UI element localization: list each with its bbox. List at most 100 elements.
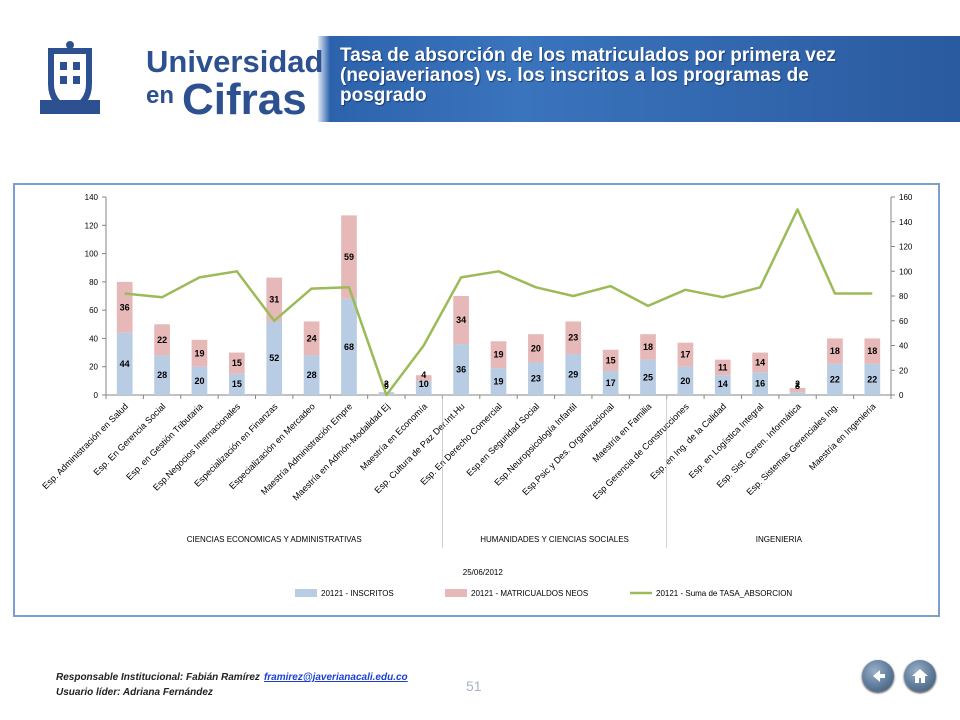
data-label-matriculados: 11	[718, 362, 728, 372]
category-label: Esp. en Logística Integral	[687, 401, 766, 480]
bar-matriculados	[453, 296, 469, 345]
responsible-label: Responsable Institucional: Fabián Ramíre…	[56, 672, 260, 683]
right-tick-label: 120	[899, 243, 913, 252]
date-label: 25/06/2012	[463, 568, 504, 577]
bar-matriculados	[752, 352, 769, 373]
data-label-matriculados: 19	[194, 348, 204, 358]
bar-matriculados	[341, 215, 357, 299]
bar-matriculados	[864, 338, 881, 364]
data-label-matriculados: 19	[493, 350, 503, 360]
data-label-inscritos: 23	[531, 374, 541, 384]
data-label-inscritos: 2	[795, 379, 800, 389]
data-label-inscritos: 25	[643, 372, 653, 382]
bar-inscritos	[228, 373, 245, 395]
left-tick-label: 120	[85, 221, 99, 230]
footer-credits: Responsable Institucional: Fabián Ramíre…	[56, 670, 408, 700]
bar-inscritos	[341, 298, 357, 395]
data-label-inscritos: 29	[568, 369, 578, 379]
data-label-matriculados: 17	[680, 350, 690, 360]
right-tick-label: 20	[899, 366, 908, 375]
right-tick-label: 60	[899, 317, 908, 326]
bar-matriculados	[565, 321, 582, 354]
left-tick-label: 140	[85, 193, 99, 202]
data-label-matriculados: 15	[232, 358, 242, 368]
home-button[interactable]	[904, 660, 936, 692]
bar-matriculados	[640, 334, 656, 360]
category-label: Esp. en Ing. de la Calidad	[648, 401, 728, 481]
bar-matriculados	[677, 342, 694, 367]
page-title: Tasa de absorción de los matriculados po…	[340, 45, 836, 106]
email-link[interactable]: framirez@javerianacali.edu.co	[263, 672, 408, 683]
data-label-inscritos: 20	[194, 376, 204, 386]
right-tick-label: 0	[899, 391, 904, 400]
left-tick-label: 100	[85, 250, 99, 259]
bar-inscritos	[528, 362, 544, 395]
back-button[interactable]	[862, 660, 894, 692]
bar-matriculados	[827, 338, 843, 364]
right-tick-label: 160	[899, 193, 913, 202]
right-tick-label: 100	[899, 267, 913, 276]
data-label-inscritos: 28	[157, 370, 167, 380]
data-label-inscritos: 22	[830, 374, 840, 384]
bar-inscritos	[864, 363, 881, 395]
home-icon	[912, 669, 928, 683]
bar-matriculados	[191, 339, 208, 367]
bar-inscritos	[602, 370, 619, 395]
data-label-matriculados: 15	[606, 355, 616, 365]
data-label-inscritos: 68	[344, 342, 354, 352]
bar-matriculados	[602, 349, 619, 371]
data-label-matriculados: 18	[643, 342, 653, 352]
right-tick-label: 80	[899, 292, 908, 301]
data-label-inscritos: 15	[232, 379, 242, 389]
data-label-matriculados: 18	[867, 346, 877, 356]
footer-responsible: Responsable Institucional: Fabián Ramíre…	[56, 670, 408, 685]
bar-inscritos	[714, 375, 731, 395]
chart-svg: 0204060801001201400204060801001201401604…	[40, 193, 913, 598]
data-label-matriculados: 0	[384, 381, 389, 391]
left-tick-label: 20	[89, 363, 98, 372]
data-label-matriculados: 36	[120, 302, 130, 312]
group-label: INGENIERIA	[756, 535, 803, 544]
bar-inscritos	[154, 355, 170, 395]
data-label-inscritos: 36	[456, 365, 466, 375]
brand-line-1: Universidad	[146, 44, 324, 79]
bar-matriculados	[303, 321, 320, 356]
legend-label: 20121 - INSCRITOS	[321, 589, 394, 598]
data-label-matriculados: 22	[157, 335, 167, 345]
line-tasa-absorcion	[124, 208, 873, 397]
bar-matriculados	[490, 341, 507, 369]
bar-inscritos	[490, 368, 507, 395]
data-label-inscritos: 28	[307, 370, 317, 380]
legend-label: 20121 - Suma de TASA_ABSORCION	[656, 589, 792, 598]
right-tick-label: 140	[899, 218, 913, 227]
legend-swatch	[445, 589, 467, 597]
bar-matriculados	[714, 359, 731, 376]
bar-inscritos	[453, 344, 469, 395]
chart-frame: 0 20 40 60 80 100 120 140 0 20 40 60 80 100 120 140 160 4…	[13, 183, 940, 617]
back-arrow-icon	[873, 670, 885, 682]
bar-inscritos	[116, 332, 133, 395]
data-label-inscritos: 17	[606, 378, 616, 388]
footer-leader: Usuario líder: Adriana Fernández	[56, 687, 213, 698]
left-tick-label: 40	[89, 334, 98, 343]
left-tick-label: 0	[94, 391, 99, 400]
bar-inscritos	[752, 372, 769, 395]
left-tick-label: 60	[89, 306, 98, 315]
bar-matriculados	[154, 324, 170, 356]
data-label-inscritos: 19	[493, 377, 503, 387]
category-label: Esp. En Gerencia Social	[91, 401, 167, 477]
data-label-matriculados: 4	[421, 370, 426, 380]
bar-inscritos	[677, 366, 694, 395]
data-label-inscritos: 22	[867, 374, 877, 384]
data-label-matriculados: 3	[795, 381, 800, 391]
bar-matriculados	[789, 387, 806, 393]
data-label-inscritos: 44	[120, 359, 130, 369]
bar-inscritos	[789, 392, 806, 395]
bar-inscritos	[415, 380, 432, 395]
left-tick-label: 80	[89, 278, 98, 287]
data-label-inscritos: 16	[755, 379, 765, 389]
category-label: Maestría en Economía	[358, 401, 429, 472]
data-label-inscritos: 2	[384, 379, 389, 389]
brand-line-2: en	[146, 82, 175, 109]
right-tick-label: 40	[899, 342, 908, 351]
